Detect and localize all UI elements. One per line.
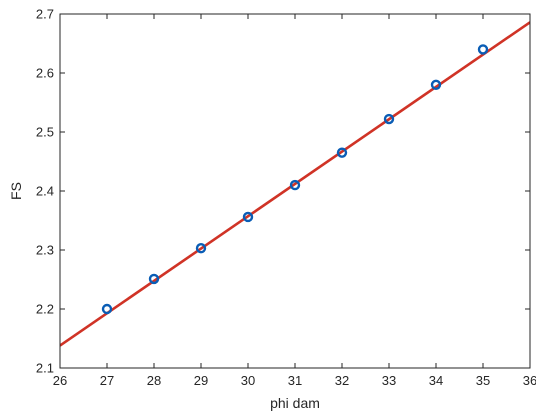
x-tick-label: 27 — [100, 373, 114, 388]
x-tick-label: 28 — [147, 373, 161, 388]
x-tick-label: 26 — [53, 373, 67, 388]
x-tick-label: 35 — [476, 373, 490, 388]
y-tick-label: 2.1 — [36, 361, 54, 376]
x-tick-label: 30 — [241, 373, 255, 388]
x-tick-label: 34 — [429, 373, 443, 388]
data-point — [148, 273, 160, 285]
x-tick-label: 33 — [382, 373, 396, 388]
plot-area — [60, 14, 530, 368]
y-tick-label: 2.3 — [36, 243, 54, 258]
data-point — [336, 147, 348, 158]
x-axis-label: phi dam — [270, 395, 320, 411]
data-point — [195, 243, 207, 254]
x-tick-label: 31 — [288, 373, 302, 388]
x-tick-label: 29 — [194, 373, 208, 388]
data-point — [101, 303, 113, 315]
y-axis-label: FS — [8, 182, 24, 200]
y-tick-label: 2.4 — [36, 184, 54, 199]
data-point — [430, 79, 442, 91]
data-point — [477, 44, 489, 55]
data-point — [383, 113, 395, 125]
data-point — [289, 179, 301, 191]
axes-layer: 26 27 28 29 30 31 32 33 34 35 36 2.1 2.2 2.3 2.4 2.5 2.6… — [36, 7, 536, 389]
plot-background — [60, 14, 530, 368]
y-tick-label: 2.5 — [36, 125, 54, 140]
x-tick-label: 32 — [335, 373, 349, 388]
fit-line — [60, 21, 530, 347]
y-tick-label: 2.2 — [36, 302, 54, 317]
y-tick-label: 2.6 — [36, 66, 54, 81]
x-tick-label: 36 — [523, 373, 536, 388]
y-tick-label: 2.7 — [36, 7, 54, 22]
data-point — [242, 211, 254, 223]
series-layer — [60, 21, 530, 347]
